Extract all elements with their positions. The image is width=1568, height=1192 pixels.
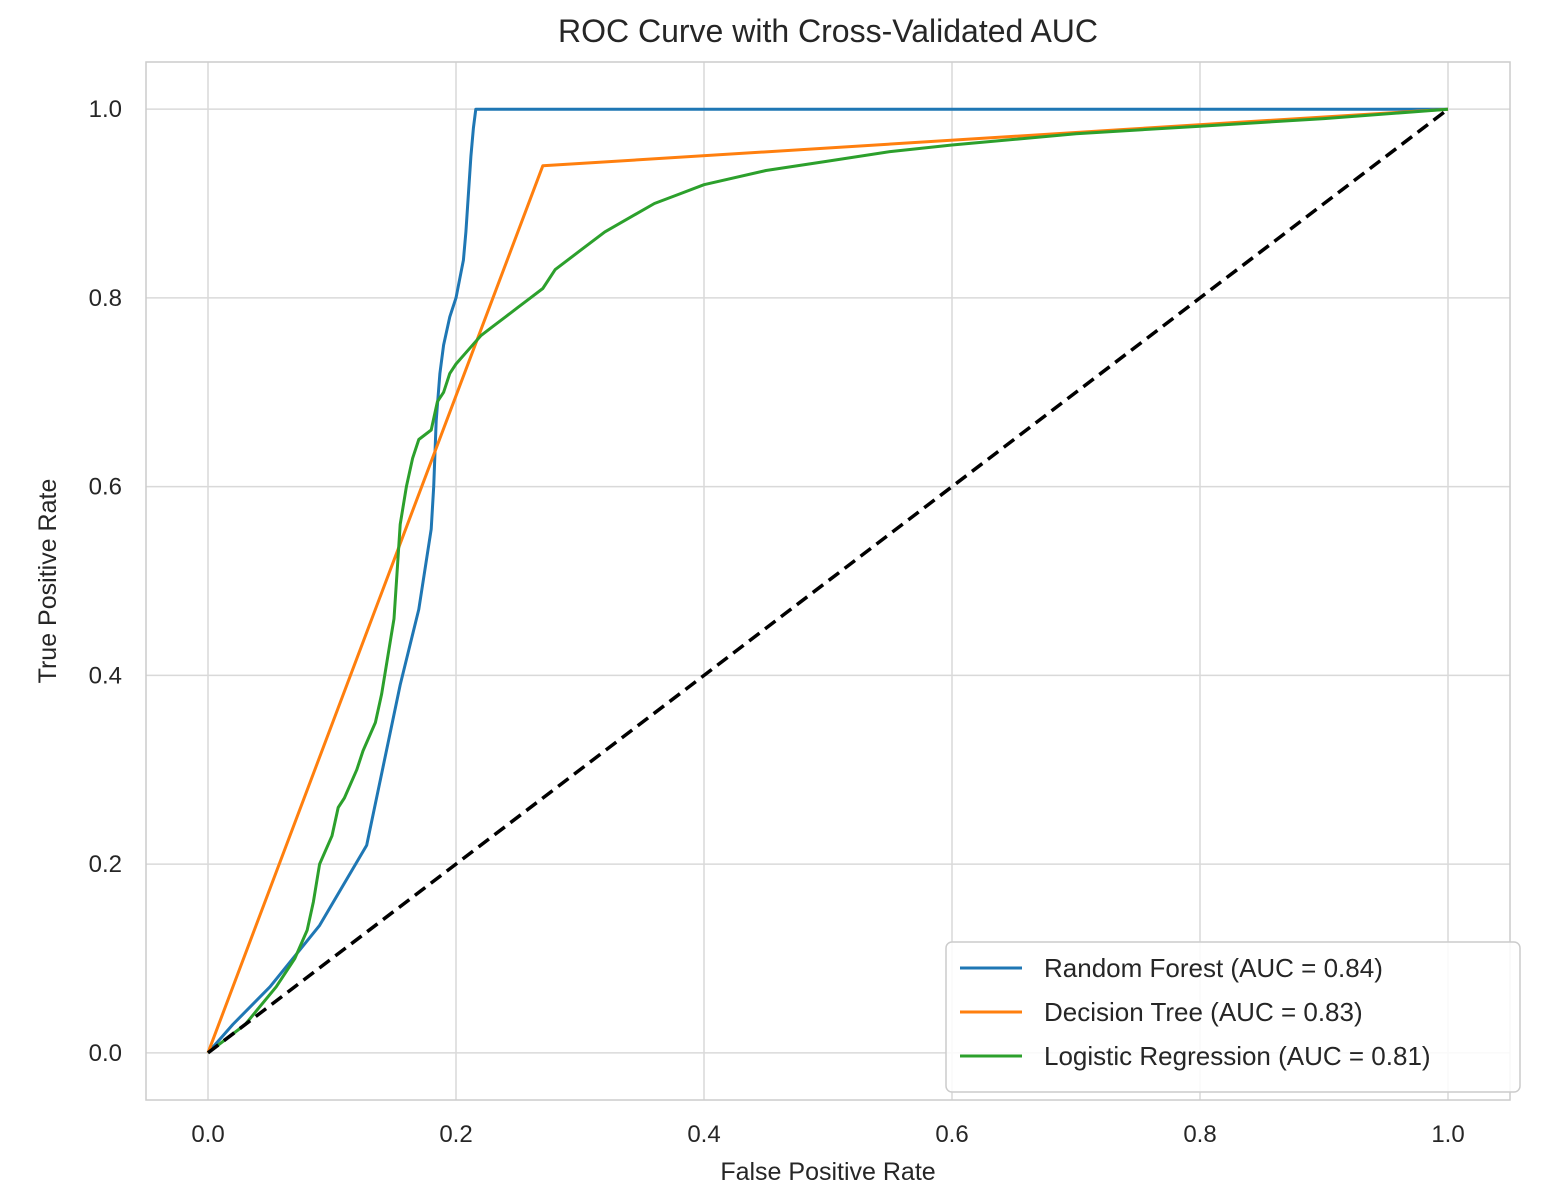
x-tick-label: 0.6 [935,1121,968,1148]
chance-diagonal-line [206,107,1450,1055]
y-tick-label: 0.2 [89,851,122,878]
y-tick-label: 1.0 [89,96,122,123]
x-tick-label: 0.4 [687,1121,720,1148]
legend-label-decision-tree: Decision Tree (AUC = 0.83) [1044,997,1363,1027]
series-lines [206,107,1450,1055]
x-tick-label: 1.0 [1431,1121,1464,1148]
logistic-regression-line [207,107,1449,1054]
y-tick-label: 0.8 [89,285,122,312]
grid [146,62,1510,1100]
x-axis-label: False Positive Rate [720,1158,935,1186]
random-forest-line [206,107,1448,1054]
x-tick-label: 0.2 [439,1121,472,1148]
tick-labels: 0.0 0.2 0.4 0.6 0.8 1.0 0.0 0.2 0.4 0.6 0.8 1.0 [89,96,1465,1148]
legend-label-logistic-regression: Logistic Regression (AUC = 0.81) [1044,1041,1431,1071]
y-tick-label: 0.4 [89,662,122,689]
y-tick-label: 0.6 [89,474,122,501]
x-tick-label: 0.0 [191,1121,224,1148]
x-tick-label: 0.8 [1183,1121,1216,1148]
legend-label-random-forest: Random Forest (AUC = 0.84) [1044,953,1383,983]
y-tick-label: 0.0 [89,1040,122,1067]
legend-box [945,941,1521,1093]
y-axis-label: True Positive Rate [34,479,62,684]
plot-area-frame [145,61,1511,1101]
legend: Random Forest (AUC = 0.84) Decision Tree … [945,941,1521,1093]
chart-title: ROC Curve with Cross-Validated AUC [558,13,1098,49]
